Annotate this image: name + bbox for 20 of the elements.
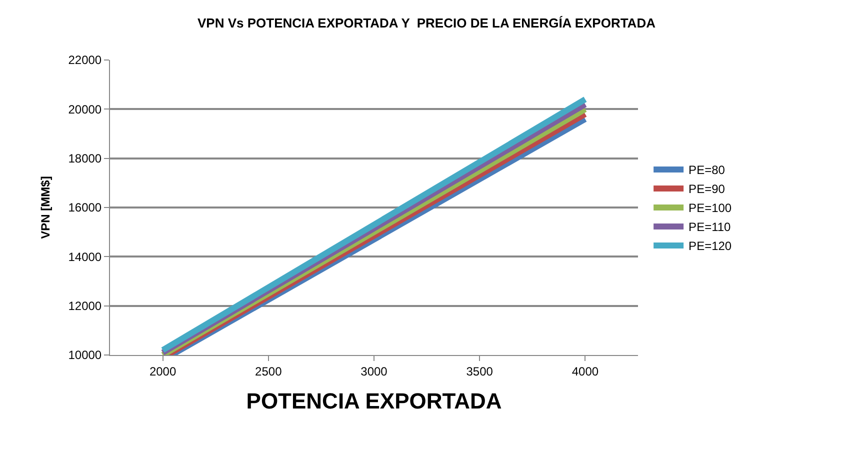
x-tick-label: 2500 — [255, 364, 282, 378]
legend-label: PE=100 — [688, 201, 732, 216]
y-tick-label: 22000 — [68, 53, 102, 68]
legend-label: PE=120 — [688, 239, 732, 254]
y-tick-label: 12000 — [68, 299, 102, 314]
legend-label: PE=90 — [688, 182, 726, 196]
x-tick-label: 3500 — [466, 364, 494, 378]
y-tick-label: 18000 — [68, 152, 102, 166]
x-axis-title: POTENCIA EXPORTADA — [246, 388, 502, 414]
legend-label: PE=80 — [688, 163, 726, 178]
y-axis-title: VPN [MM$] — [38, 176, 53, 239]
x-tick-label: 2000 — [149, 364, 176, 378]
x-tick-label: 3000 — [360, 364, 388, 378]
y-tick-label: 16000 — [68, 200, 102, 215]
y-tick-label: 10000 — [68, 348, 102, 362]
x-tick-label: 4000 — [572, 364, 599, 378]
y-tick-label: 20000 — [68, 102, 102, 116]
y-tick-label: 14000 — [68, 250, 102, 264]
chart-title: VPN Vs POTENCIA EXPORTADA Y PRECIO DE LA ENERGÍA EXPORTADA — [198, 15, 656, 30]
legend-label: PE=110 — [688, 220, 732, 234]
